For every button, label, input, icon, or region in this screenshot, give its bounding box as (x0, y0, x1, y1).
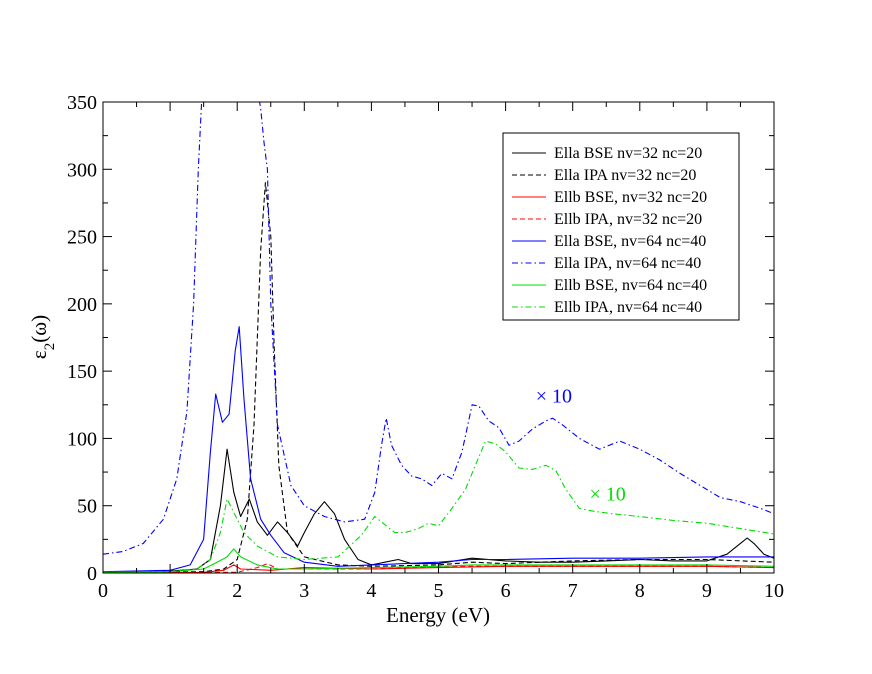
x-tick-label: 0 (98, 580, 108, 602)
y-axis-title: ε2(ω) (27, 315, 58, 359)
series-line-7 (103, 548, 774, 573)
annotations: × 10 × 10 (536, 385, 626, 505)
x-tick-label: 7 (568, 580, 578, 602)
x-tick-label: 2 (232, 580, 242, 602)
x-tick-label: 10 (764, 580, 784, 602)
x-tick-label: 5 (434, 580, 444, 602)
y-tick-label: 300 (67, 159, 97, 181)
y-tick-label: 200 (67, 294, 97, 316)
y-tick-label: 0 (87, 563, 97, 585)
x-tick-label: 8 (635, 580, 645, 602)
series-line-1 (103, 448, 774, 573)
legend-box (502, 132, 740, 321)
legend-label: Ella IPA nv=32 nc=20 (554, 167, 696, 184)
y-tick-label: 150 (67, 361, 97, 383)
series-line-6 (103, 102, 774, 555)
series-line-5 (103, 326, 774, 573)
legend-label: Ellb IPA, nv=64 nc=40 (554, 299, 702, 316)
y-tick-label: 350 (67, 92, 97, 114)
y-tick-label: 100 (67, 428, 97, 450)
legend: Ella BSE nv=32 nc=20 Ella IPA nv=32 nc=20… (502, 132, 740, 321)
legend-label: Ella BSE nv=32 nc=20 (554, 145, 702, 162)
x-tick-label: 4 (366, 580, 376, 602)
legend-label: Ellb BSE, nv=64 nc=40 (554, 277, 707, 294)
annotation-label: × 10 (536, 385, 572, 407)
legend-label: Ellb IPA, nv=32 nc=20 (554, 211, 702, 228)
y-tick-label: 50 (77, 496, 97, 518)
y-tick-label: 250 (67, 227, 97, 249)
legend-label: Ellb BSE, nv=32 nc=20 (554, 189, 707, 206)
x-tick-label: 3 (299, 580, 309, 602)
series-line-2 (103, 182, 774, 573)
series-line-8 (103, 440, 774, 573)
x-axis-title: Energy (eV) (386, 603, 490, 627)
legend-label: Ella IPA, nv=64 nc=40 (554, 255, 701, 272)
legend-label: Ella BSE, nv=64 nc=40 (554, 233, 706, 250)
x-tick-label: 9 (702, 580, 712, 602)
x-tick-label: 1 (165, 580, 175, 602)
annotation-label: × 10 (589, 484, 625, 506)
x-tick-label: 6 (501, 580, 511, 602)
